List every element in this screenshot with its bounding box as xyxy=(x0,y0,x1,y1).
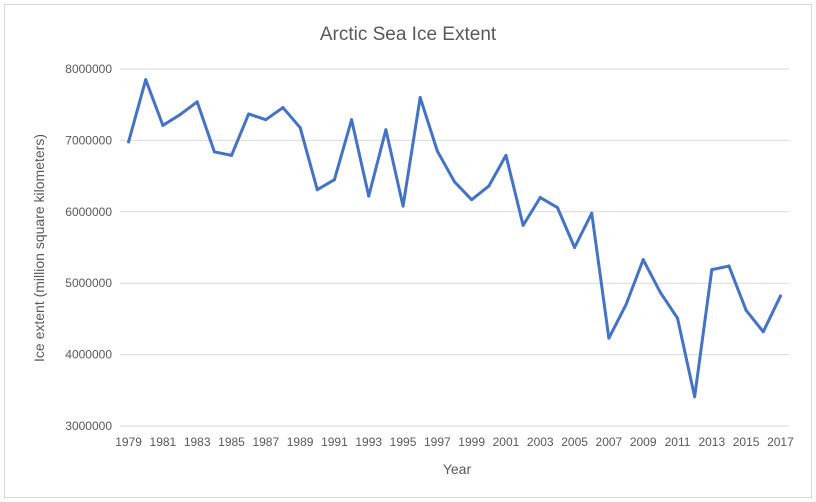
x-tick-label: 2015 xyxy=(733,435,760,449)
x-tick-label: 2003 xyxy=(527,435,554,449)
data-point xyxy=(590,211,594,215)
data-point xyxy=(658,290,662,294)
x-tick-label: 1983 xyxy=(184,435,211,449)
x-tick-label: 2009 xyxy=(630,435,657,449)
data-point xyxy=(487,184,491,188)
series-line xyxy=(127,78,782,399)
y-axis-label: Ice extent (million square kilometers) xyxy=(31,134,47,362)
data-point xyxy=(264,118,268,122)
x-tick-label: 1993 xyxy=(355,435,382,449)
data-point xyxy=(350,118,354,122)
data-point xyxy=(778,294,782,298)
x-tick-label: 2011 xyxy=(665,435,691,449)
x-tick-label: 1987 xyxy=(252,435,279,449)
data-point xyxy=(504,153,508,157)
chart-title: Arctic Sea Ice Extent xyxy=(320,24,497,45)
data-point xyxy=(367,194,371,198)
data-point xyxy=(710,268,714,272)
x-tick-label: 2013 xyxy=(698,435,725,449)
x-tick-label: 2005 xyxy=(561,435,588,449)
data-point xyxy=(178,113,182,117)
x-axis-tick-labels: 1979 1981 1983 1985 1987 1989 1991 1993 1995 1997… xyxy=(115,435,794,449)
data-point xyxy=(727,264,731,268)
y-axis-tick-labels: 3000000 4000000 5000000 6000000 7000000 80000… xyxy=(65,62,112,433)
chart-frame xyxy=(4,4,812,498)
x-tick-label: 1997 xyxy=(424,435,451,449)
data-point xyxy=(127,140,131,144)
data-point xyxy=(418,96,422,100)
data-point xyxy=(693,395,697,399)
data-point xyxy=(624,303,628,307)
data-point xyxy=(744,308,748,312)
x-tick-label: 2001 xyxy=(493,435,520,449)
data-point xyxy=(230,153,233,157)
y-tick-label: 7000000 xyxy=(65,133,112,147)
y-tick-label: 3000000 xyxy=(65,419,112,433)
x-tick-label: 1995 xyxy=(390,435,417,449)
series-layer xyxy=(127,78,782,399)
y-tick-label: 5000000 xyxy=(65,276,112,290)
data-point xyxy=(281,106,285,110)
data-point xyxy=(247,112,251,116)
data-point xyxy=(761,330,765,334)
x-axis-label: Year xyxy=(443,461,472,477)
x-tick-label: 1985 xyxy=(218,435,245,449)
data-point xyxy=(161,123,165,127)
data-point xyxy=(144,78,148,82)
data-point xyxy=(315,188,319,192)
x-tick-label: 2017 xyxy=(767,435,794,449)
x-tick-label: 1989 xyxy=(287,435,314,449)
gridlines xyxy=(120,68,789,427)
data-point xyxy=(555,206,559,210)
data-point xyxy=(401,204,405,208)
x-tick-label: 2007 xyxy=(596,435,623,449)
y-tick-label: 8000000 xyxy=(65,62,112,76)
x-tick-label: 1999 xyxy=(458,435,485,449)
data-point xyxy=(384,128,388,132)
data-point xyxy=(573,246,577,249)
data-point xyxy=(435,149,439,153)
data-point xyxy=(195,100,199,104)
y-tick-label: 4000000 xyxy=(65,348,112,362)
data-point xyxy=(538,196,542,200)
data-point xyxy=(676,316,679,320)
data-point xyxy=(453,180,456,184)
data-point xyxy=(212,150,216,154)
y-tick-label: 6000000 xyxy=(65,205,112,219)
data-point xyxy=(298,126,302,130)
x-tick-label: 1981 xyxy=(150,435,177,449)
data-point xyxy=(521,223,525,227)
data-point xyxy=(332,178,336,182)
data-point xyxy=(470,198,474,202)
data-point xyxy=(607,336,611,340)
data-point xyxy=(641,258,645,262)
x-tick-label: 1979 xyxy=(115,435,142,449)
x-tick-label: 1991 xyxy=(321,435,348,449)
